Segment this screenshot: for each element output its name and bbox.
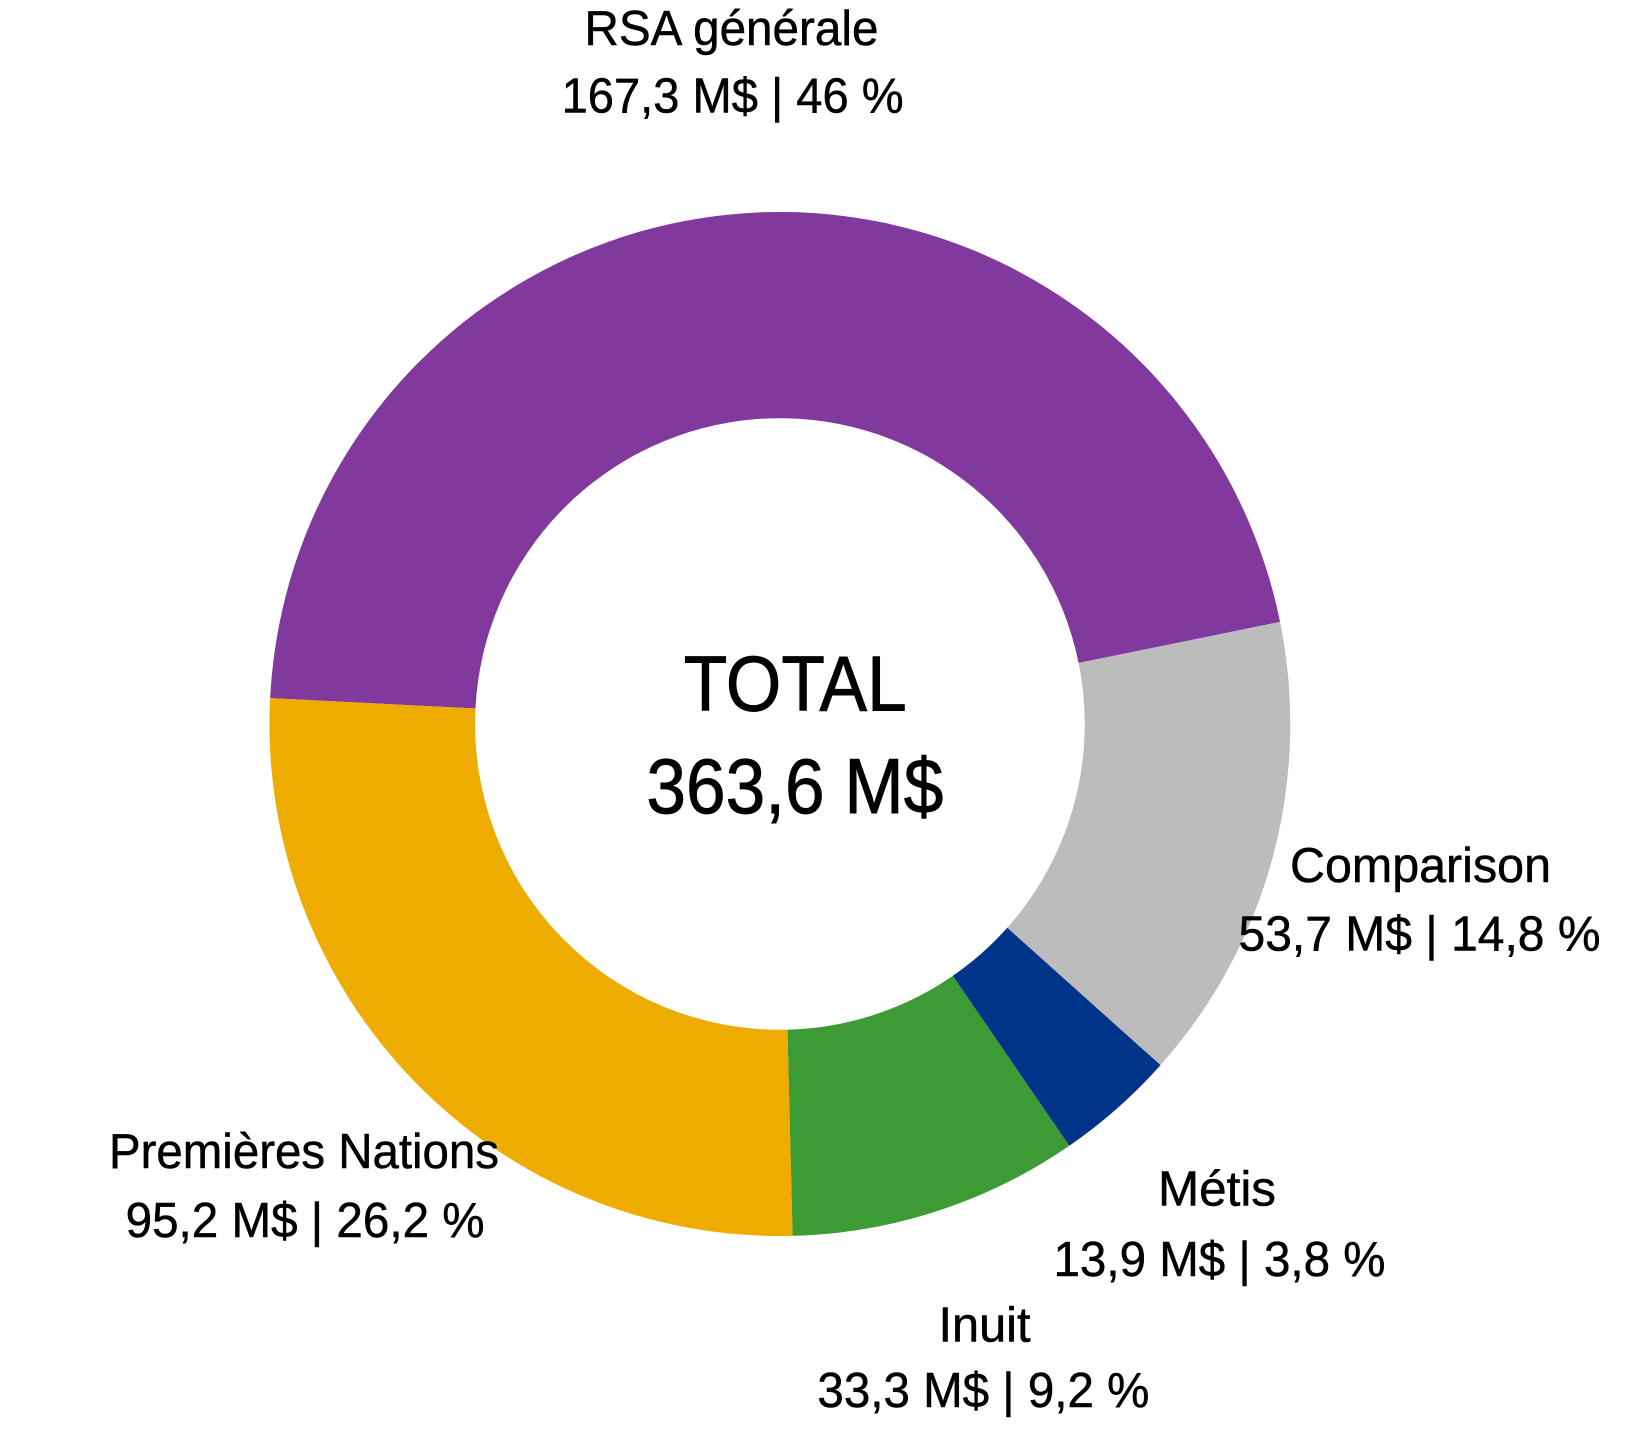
svg-text:95,2 M$ | 26,2 %: 95,2 M$ | 26,2 % xyxy=(126,1194,485,1248)
svg-text:33,3 M$ | 9,2 %: 33,3 M$ | 9,2 % xyxy=(817,1364,1149,1418)
svg-text:Comparison: Comparison xyxy=(1290,839,1551,893)
svg-text:53,7 M$ | 14,8 %: 53,7 M$ | 14,8 % xyxy=(1239,908,1601,962)
svg-text:13,9 M$ | 3,8 %: 13,9 M$ | 3,8 % xyxy=(1054,1233,1386,1287)
svg-text:RSA générale: RSA générale xyxy=(585,2,879,56)
svg-text:Inuit: Inuit xyxy=(939,1298,1031,1352)
svg-text:Métis: Métis xyxy=(1158,1163,1276,1217)
svg-text:167,3 M$ | 46 %: 167,3 M$ | 46 % xyxy=(562,70,904,124)
svg-text:363,6 M$: 363,6 M$ xyxy=(646,742,943,830)
svg-text:TOTAL: TOTAL xyxy=(684,640,907,728)
svg-text:Premières Nations: Premières Nations xyxy=(109,1125,499,1179)
